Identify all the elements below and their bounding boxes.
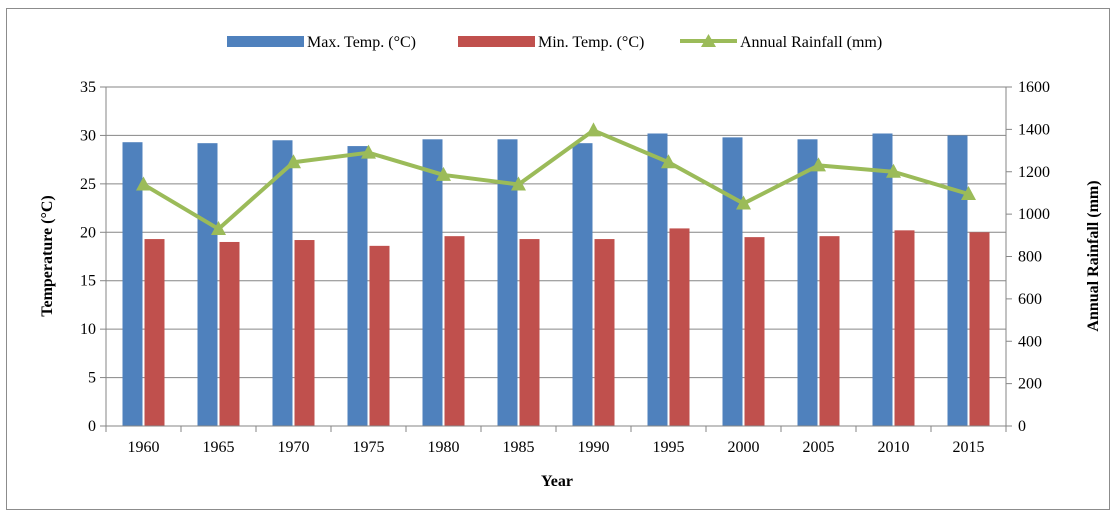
x-tick-label: 1965 — [203, 439, 235, 456]
y-tick-label: 25 — [80, 176, 96, 193]
y-tick-label: 35 — [80, 79, 96, 96]
bar-min-temp — [144, 239, 165, 426]
x-tick-label: 2010 — [878, 439, 910, 456]
x-tick-label: 1970 — [278, 439, 310, 456]
bar-max-temp — [347, 146, 368, 426]
legend-label-max-temp: Max. Temp. (°C) — [307, 34, 416, 51]
x-tick-label: 1985 — [503, 439, 535, 456]
y2-tick-label: 1600 — [1018, 79, 1050, 96]
y-tick-label: 20 — [80, 224, 96, 241]
bar-max-temp — [497, 139, 518, 426]
y2-tick-label: 400 — [1018, 333, 1042, 350]
y2-tick-label: 600 — [1018, 291, 1042, 308]
rainfall-point — [661, 154, 676, 169]
y2-tick-label: 1000 — [1018, 206, 1050, 223]
rainfall-point — [736, 195, 751, 210]
x-tick-label: 1975 — [353, 439, 385, 456]
bar-max-temp — [197, 143, 218, 427]
bar-min-temp — [594, 239, 615, 426]
bar-max-temp — [872, 133, 893, 426]
rainfall-point — [136, 176, 151, 191]
x-tick-label: 2000 — [728, 439, 760, 456]
bar-max-temp — [572, 143, 593, 427]
rainfall-point — [586, 122, 601, 137]
bar-max-temp — [797, 139, 818, 426]
y2-tick-label: 200 — [1018, 376, 1042, 393]
bar-max-temp — [272, 140, 293, 426]
y2-axis-title: Annual Rainfall (mm) — [1085, 180, 1102, 331]
bar-max-temp — [722, 137, 743, 426]
y2-tick-label: 800 — [1018, 249, 1042, 266]
rainfall-point — [961, 185, 976, 200]
rainfall-point — [286, 154, 301, 169]
bar-min-temp — [369, 245, 390, 426]
legend-swatch-max-temp — [227, 36, 304, 47]
x-axis-title: Year — [541, 473, 573, 490]
x-tick-label: 1995 — [653, 439, 685, 456]
bar-min-temp — [969, 232, 990, 426]
bar-min-temp — [519, 239, 540, 426]
gridlines — [106, 86, 1006, 379]
bar-max-temp — [647, 133, 668, 426]
tick-labels: 0 5 10 15 20 25 30 35 0 200 400 600 800 1000 1200 1400 1… — [80, 79, 1050, 456]
bar-min-temp — [294, 240, 315, 426]
bar-series — [122, 133, 990, 427]
bar-min-temp — [444, 236, 465, 426]
bar-max-temp — [422, 139, 443, 426]
legend-swatch-min-temp — [458, 36, 535, 47]
rainfall-point — [511, 176, 526, 191]
x-tick-label: 1990 — [578, 439, 610, 456]
rainfall-point — [211, 220, 226, 235]
y-axis-title: Temperature (°C) — [39, 195, 56, 316]
legend-marker-rainfall — [701, 34, 716, 47]
legend-label-rainfall: Annual Rainfall (mm) — [740, 34, 882, 51]
x-tick-label: 1980 — [428, 439, 460, 456]
y-tick-label: 30 — [80, 127, 96, 144]
x-tick-label: 2005 — [803, 439, 835, 456]
bar-min-temp — [669, 228, 690, 426]
y-tick-label: 15 — [80, 273, 96, 290]
y-tick-label: 0 — [88, 418, 96, 435]
bar-min-temp — [219, 241, 240, 426]
x-tick-label: 1960 — [128, 439, 160, 456]
rainfall-point — [886, 163, 901, 178]
rainfall-line — [142, 128, 970, 231]
y-tick-label: 10 — [80, 321, 96, 338]
axes — [100, 86, 1012, 432]
bar-min-temp — [744, 237, 765, 426]
x-tick-label: 2015 — [953, 439, 985, 456]
rainfall-point — [361, 144, 376, 159]
legend: Max. Temp. (°C) Min. Temp. (°C) Annual R… — [227, 34, 882, 51]
legend-label-min-temp: Min. Temp. (°C) — [538, 34, 644, 51]
line-series — [136, 122, 976, 235]
bar-min-temp — [819, 236, 840, 426]
y-tick-label: 5 — [88, 370, 96, 387]
bar-max-temp — [947, 135, 968, 426]
bar-max-temp — [122, 142, 143, 427]
y2-tick-label: 0 — [1018, 418, 1026, 435]
rainfall-point — [436, 166, 451, 181]
y2-tick-label: 1200 — [1018, 164, 1050, 181]
y2-tick-label: 1400 — [1018, 121, 1050, 138]
bar-min-temp — [894, 230, 915, 426]
rainfall-point — [811, 157, 826, 172]
